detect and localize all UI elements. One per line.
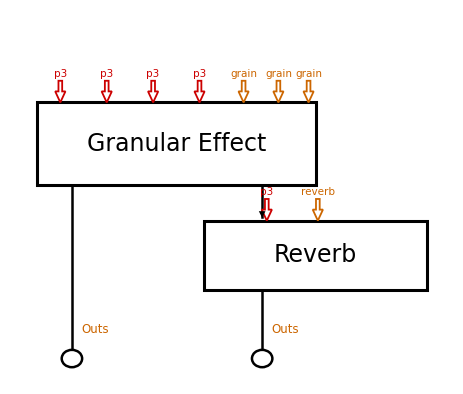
Polygon shape (261, 199, 271, 221)
Circle shape (62, 350, 82, 367)
Text: p3: p3 (146, 69, 159, 79)
Bar (204, 221, 426, 290)
Text: grain: grain (230, 69, 257, 79)
Text: grain: grain (264, 69, 291, 79)
Polygon shape (101, 81, 112, 102)
Bar (37, 102, 315, 185)
Text: Outs: Outs (81, 323, 109, 336)
Text: p3: p3 (193, 69, 206, 79)
Text: Reverb: Reverb (273, 243, 357, 267)
Text: p3: p3 (54, 69, 67, 79)
Polygon shape (273, 81, 283, 102)
Text: grain: grain (294, 69, 321, 79)
Text: reverb: reverb (300, 187, 334, 197)
Circle shape (251, 350, 272, 367)
Polygon shape (312, 199, 322, 221)
Polygon shape (238, 81, 248, 102)
Polygon shape (194, 81, 204, 102)
Text: p3: p3 (100, 69, 113, 79)
Polygon shape (303, 81, 313, 102)
Polygon shape (148, 81, 158, 102)
Text: Granular Effect: Granular Effect (87, 132, 265, 156)
Text: p3: p3 (260, 187, 273, 197)
Text: Outs: Outs (271, 323, 299, 336)
Polygon shape (55, 81, 65, 102)
